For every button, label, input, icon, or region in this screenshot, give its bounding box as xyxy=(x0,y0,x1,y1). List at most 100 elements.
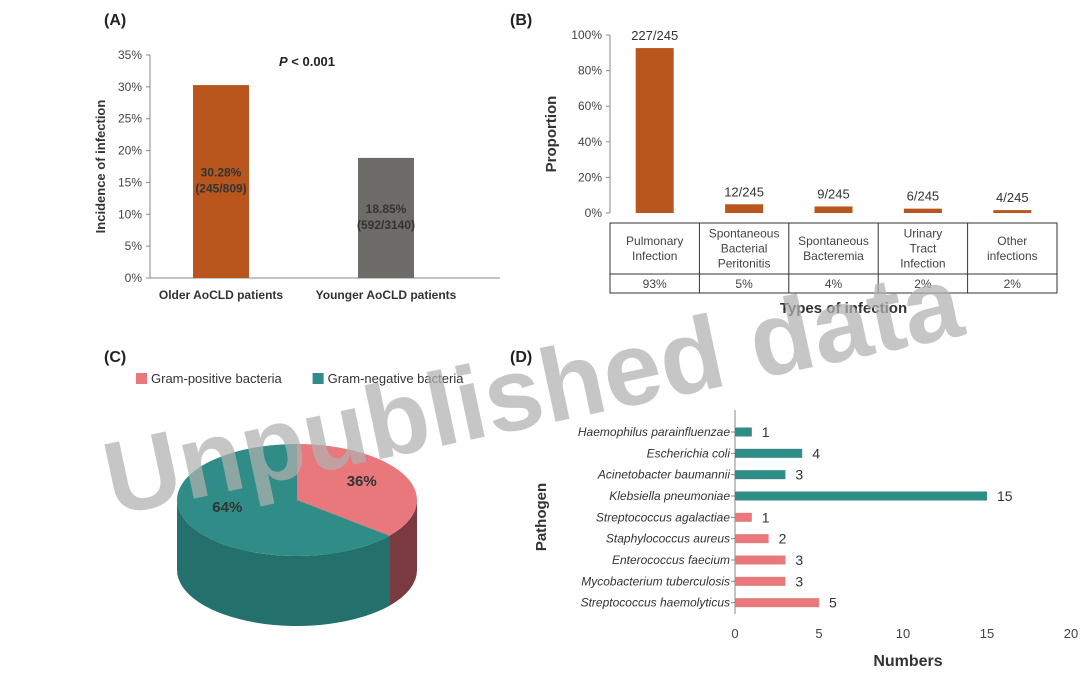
panel-d-bar xyxy=(735,470,786,480)
panel-b-data-label: 12/245 xyxy=(724,184,764,199)
panel-d-x-tick-label: 10 xyxy=(896,626,910,641)
panel-d-data-label: 2 xyxy=(779,531,787,547)
panel-b-x-tick-label: Spontaneous xyxy=(709,227,780,241)
panel-b-x-tick-label: infections xyxy=(987,249,1038,263)
panel-c-slice xyxy=(297,444,418,536)
panel-a-data-label: 18.85% xyxy=(366,202,407,216)
panel-d-data-label: 15 xyxy=(997,488,1013,504)
panel-b-table-value: 5% xyxy=(735,277,753,291)
panel-c-label: (C) xyxy=(104,349,126,366)
panel-c-slice-label: 64% xyxy=(212,499,242,516)
panel-b-x-tick-label: Pulmonary xyxy=(626,234,683,248)
panel-a-y-tick-label: 20% xyxy=(118,144,142,158)
panel-a-y-axis-label: Incidence of infection xyxy=(93,100,108,234)
panel-b-data-label: 4/245 xyxy=(996,190,1029,205)
panel-c-slice xyxy=(177,444,390,556)
panel-b-y-axis-label: Proportion xyxy=(543,96,560,173)
panel-d-data-label: 1 xyxy=(762,424,770,440)
panel-c-legend-label: Gram-negative bacteria xyxy=(328,371,465,386)
panel-a-data-label: (245/809) xyxy=(195,182,246,196)
panel-b-data-label: 227/245 xyxy=(631,28,678,43)
panel-d-bar xyxy=(735,427,752,437)
panel-b-data-label: 9/245 xyxy=(817,186,850,201)
panel-d-bar xyxy=(735,576,786,586)
panel-d-y-tick-label: Acinetobacter baumannii xyxy=(597,468,730,482)
panel-b-y-tick-label: 20% xyxy=(578,170,602,184)
panel-b-data-label: 6/245 xyxy=(907,189,940,204)
panel-a-y-tick-label: 15% xyxy=(118,175,142,189)
panel-b-bar xyxy=(725,204,764,213)
panel-d-bar xyxy=(735,448,803,458)
panel-b-y-tick-label: 0% xyxy=(585,206,603,220)
panel-d-y-tick-label: Escherichia coli xyxy=(647,446,731,460)
panel-d-label: (D) xyxy=(510,349,532,366)
panel-d-x-tick-label: 15 xyxy=(980,626,994,641)
panel-b-bar xyxy=(635,48,674,213)
panel-c-legend-swatch xyxy=(136,373,147,384)
panel-b-x-tick-label: Tract xyxy=(909,242,937,256)
panel-b-x-tick-label: Bacteremia xyxy=(803,249,864,263)
panel-c-slice-side xyxy=(177,500,390,627)
panel-d-x-tick-label: 20 xyxy=(1064,626,1078,641)
panel-a-label: (A) xyxy=(104,12,126,29)
panel-d-y-tick-label: Streptococcus agalactiae xyxy=(596,510,730,524)
panel-c-slice-label: 36% xyxy=(347,473,377,490)
panel-b-x-axis-label: Types of infection xyxy=(780,300,907,317)
panel-b-label: (B) xyxy=(510,12,532,29)
panel-b-x-tick-label: Infection xyxy=(632,249,677,263)
panel-a-y-tick-label: 35% xyxy=(118,48,142,62)
panel-b-x-tick-label: Peritonitis xyxy=(718,257,771,271)
panel-a-data-label: (592/3140) xyxy=(357,218,415,232)
panel-d-x-tick-label: 0 xyxy=(731,626,738,641)
panel-b-x-tick-label: Urinary xyxy=(904,227,943,241)
panel-c-legend-swatch xyxy=(312,373,324,384)
panel-a-bar xyxy=(358,157,414,278)
panel-a-bar xyxy=(193,85,249,278)
panel-a-y-tick-label: 5% xyxy=(125,239,143,253)
panel-b-table-value: 93% xyxy=(643,277,667,291)
panel-b-y-tick-label: 100% xyxy=(571,28,602,42)
panel-c-slice-side xyxy=(389,500,417,606)
panel-d-bar xyxy=(735,598,819,608)
panel-b-bar xyxy=(993,210,1032,213)
panel-d-x-axis-label: Numbers xyxy=(873,653,942,670)
panel-c-legend-label: Gram-positive bacteria xyxy=(151,371,283,386)
panel-d-y-tick-label: Streptococcus haemolyticus xyxy=(581,596,730,610)
panel-b-x-tick-label: Spontaneous xyxy=(798,234,869,248)
panel-d-y-tick-label: Klebsiella pneumoniae xyxy=(609,489,730,503)
panel-a-y-tick-label: 10% xyxy=(118,207,142,221)
panel-d-data-label: 4 xyxy=(812,445,820,461)
panel-b-table-value: 2% xyxy=(1004,277,1022,291)
panel-d-data-label: 5 xyxy=(829,595,837,611)
panel-d-data-label: 3 xyxy=(795,552,803,568)
panel-d-x-tick-label: 5 xyxy=(815,626,822,641)
panel-a-y-tick-label: 0% xyxy=(125,271,143,285)
panel-d-y-axis-label: Pathogen xyxy=(533,483,550,551)
panel-b-y-tick-label: 40% xyxy=(578,135,602,149)
panel-b-table-border xyxy=(609,222,1058,294)
panel-b-x-tick-label: Bacterial xyxy=(721,242,768,256)
panel-d-y-tick-label: Enterococcus faecium xyxy=(612,553,730,567)
panel-a-x-tick-label: Younger AoCLD patients xyxy=(316,288,457,302)
panel-d-data-label: 3 xyxy=(795,467,803,483)
panel-b-table-value: 4% xyxy=(825,277,843,291)
panel-d-y-tick-label: Haemophilus parainfluenzae xyxy=(578,425,730,439)
panel-d-bar xyxy=(735,534,769,544)
panel-b-y-tick-label: 60% xyxy=(578,99,602,113)
panel-b-table-value: 2% xyxy=(914,277,932,291)
panel-d-data-label: 1 xyxy=(762,509,770,525)
panel-a-p-value: P < 0.001 xyxy=(279,54,335,69)
panel-b-bar xyxy=(903,208,942,213)
panel-b-y-tick-label: 80% xyxy=(578,64,602,78)
panel-d-y-tick-label: Staphylococcus aureus xyxy=(606,532,730,546)
panel-a-x-tick-label: Older AoCLD patients xyxy=(159,288,284,302)
panel-b-x-tick-label: Other xyxy=(997,234,1027,248)
panel-a-data-label: 30.28% xyxy=(201,166,242,180)
panel-d-bar xyxy=(735,512,752,522)
panel-d-bar xyxy=(735,555,786,565)
panel-d-data-label: 3 xyxy=(795,573,803,589)
panel-a-y-tick-label: 25% xyxy=(118,112,142,126)
panel-b-bar xyxy=(814,206,853,213)
panel-d-y-tick-label: Mycobacterium tuberculosis xyxy=(581,574,730,588)
